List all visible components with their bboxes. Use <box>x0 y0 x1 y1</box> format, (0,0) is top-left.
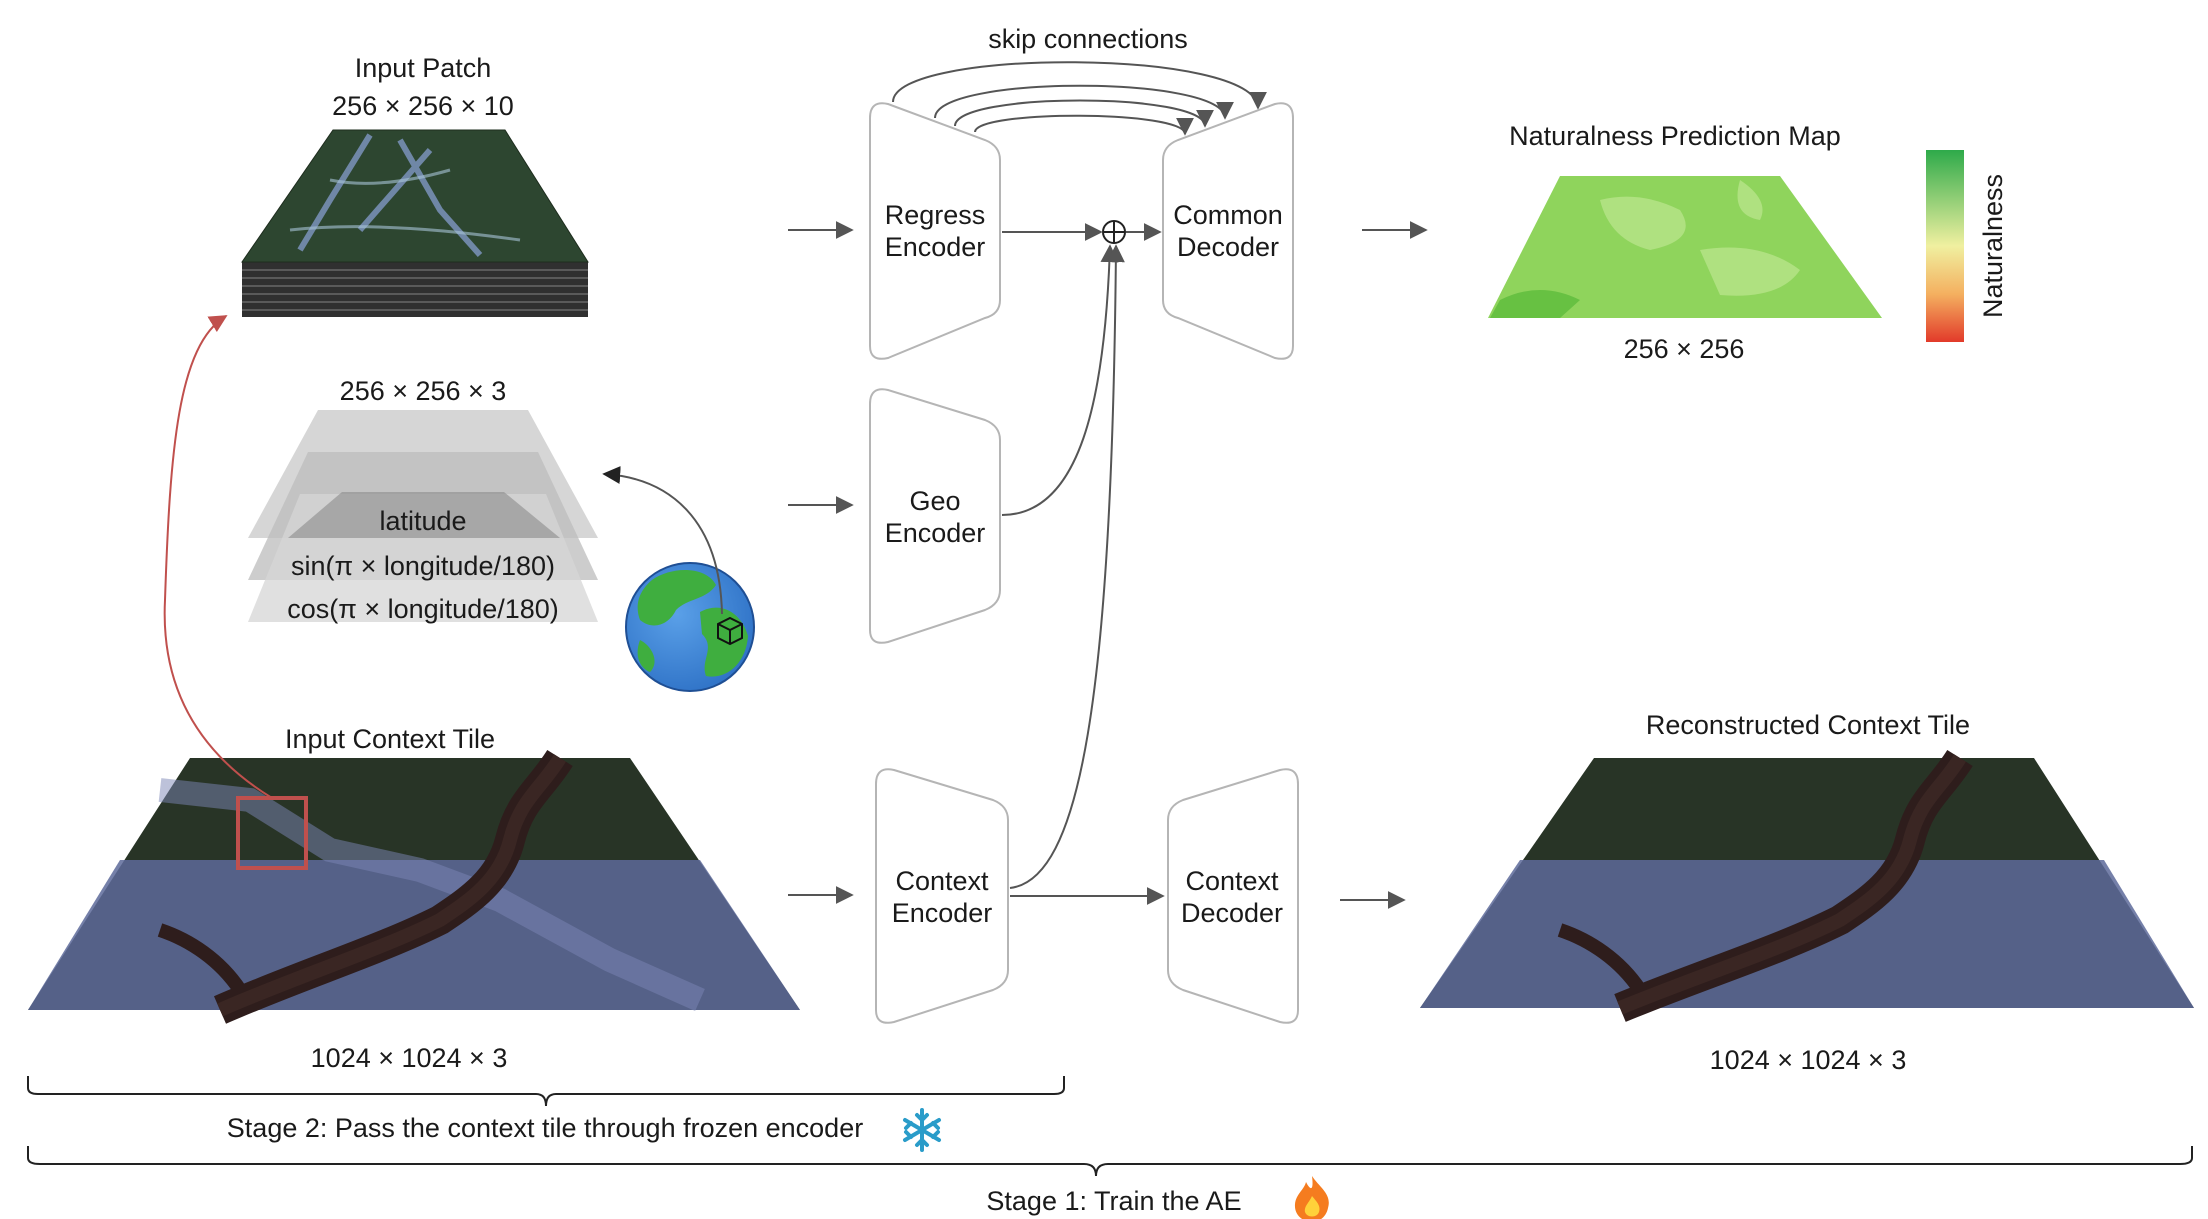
context-encoder-label-line2: Encoder <box>892 898 993 928</box>
reconstructed-tile-dims: 1024 × 1024 × 3 <box>1710 1045 1907 1075</box>
naturalness-prediction-map: Naturalness Prediction Map 256 × 256 <box>1488 121 1882 364</box>
input-context-tile-title: Input Context Tile <box>285 724 495 754</box>
geo-to-concat-arrow <box>1001 244 1119 516</box>
fire-icon <box>1294 1176 1329 1219</box>
globe-to-geo-stack-arrow <box>602 466 723 615</box>
prediction-map-dims: 256 × 256 <box>1624 334 1745 364</box>
prediction-map-title: Naturalness Prediction Map <box>1509 121 1841 151</box>
geo-layer-cos-longitude: cos(π × longitude/180) <box>287 594 559 624</box>
input-context-tile: Input Context Tile 1024 × 1024 × 3 <box>28 724 800 1073</box>
context-encoder-label-line1: Context <box>895 866 989 896</box>
common-decoder-label-line2: Decoder <box>1177 232 1279 262</box>
stage2-label: Stage 2: Pass the context tile through f… <box>227 1113 863 1143</box>
reconstructed-context-tile: Reconstructed Context Tile 1024 × 1024 ×… <box>1420 710 2194 1075</box>
regress-encoder-label-line1: Regress <box>885 200 986 230</box>
globe-icon <box>625 562 755 692</box>
geo-layer-latitude: latitude <box>379 506 466 536</box>
regress-encoder-block: Regress Encoder <box>869 102 1001 360</box>
regress-encoder-label-line2: Encoder <box>885 232 986 262</box>
context-to-concat-arrow <box>1009 244 1125 889</box>
snowflake-icon <box>903 1108 941 1152</box>
geo-stack: 256 × 256 × 3 latitude sin(π × longitude… <box>248 376 598 624</box>
geo-encoder-label-line2: Encoder <box>885 518 986 548</box>
input-patch-stack <box>241 129 589 317</box>
color-scale-label: Naturalness <box>1978 174 2008 318</box>
skip-connections-label: skip connections <box>988 24 1188 54</box>
geo-layer-sin-longitude: sin(π × longitude/180) <box>291 551 555 581</box>
stage1-brace: Stage 1: Train the AE <box>27 1146 2193 1219</box>
context-decoder-label-line2: Decoder <box>1181 898 1283 928</box>
context-encoder-block: Context Encoder <box>875 768 1009 1024</box>
reconstructed-tile-title: Reconstructed Context Tile <box>1646 710 1970 740</box>
common-decoder-block: Common Decoder <box>1162 102 1294 360</box>
crop-to-patch-arrow <box>163 315 273 799</box>
context-decoder-block: Context Decoder <box>1167 768 1299 1024</box>
stage1-label: Stage 1: Train the AE <box>986 1186 1241 1216</box>
common-decoder-label-line1: Common <box>1173 200 1283 230</box>
input-patch-dims: 256 × 256 × 10 <box>332 91 514 121</box>
concat-node <box>1102 220 1126 244</box>
naturalness-color-scale: Naturalness <box>1926 150 2008 342</box>
skip-connections <box>892 61 1267 136</box>
input-patch-title: Input Patch <box>355 53 492 83</box>
geo-encoder-block: Geo Encoder <box>869 388 1001 644</box>
input-patch: Input Patch 256 × 256 × 10 <box>241 53 589 317</box>
stage2-brace: Stage 2: Pass the context tile through f… <box>27 1076 1065 1152</box>
input-context-tile-dims: 1024 × 1024 × 3 <box>311 1043 508 1073</box>
cube-icon <box>717 616 743 646</box>
context-decoder-label-line1: Context <box>1185 866 1279 896</box>
geo-encoder-label-line1: Geo <box>909 486 960 516</box>
geo-stack-dims: 256 × 256 × 3 <box>340 376 507 406</box>
